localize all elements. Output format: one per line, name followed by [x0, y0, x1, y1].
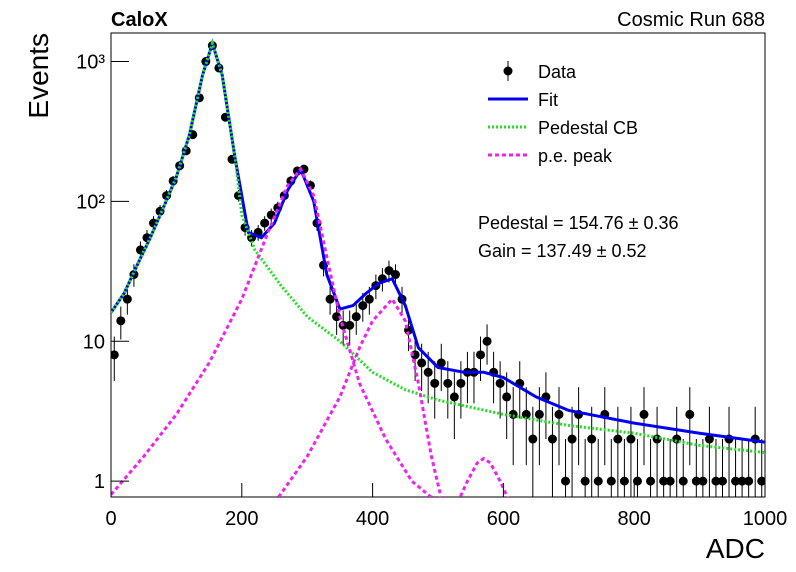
- data-point: [345, 320, 355, 330]
- data-point: [325, 294, 335, 304]
- data-point: [554, 409, 564, 419]
- y-tick-label: 1: [94, 471, 105, 493]
- data-point: [390, 270, 400, 280]
- fit-curve: [111, 38, 765, 455]
- data-point: [632, 476, 642, 486]
- data-point: [704, 434, 714, 444]
- data-point: [122, 294, 132, 304]
- data-point: [495, 378, 505, 388]
- data-point: [384, 266, 394, 276]
- data-point: [528, 434, 538, 444]
- data-point: [606, 476, 616, 486]
- plot-area: [111, 38, 765, 497]
- data-point: [436, 358, 446, 368]
- frame: [110, 32, 766, 498]
- chart-subtitle: Cosmic Run 688: [617, 9, 765, 31]
- legend-label: Pedestal CB: [538, 118, 638, 138]
- y-tick-label: 10³: [76, 52, 105, 74]
- legend-swatch: [503, 66, 513, 76]
- data-point: [678, 476, 688, 486]
- x-tick-label: 400: [356, 508, 389, 530]
- data-point: [423, 367, 433, 377]
- data-point: [639, 409, 649, 419]
- data-point: [613, 434, 623, 444]
- data-point: [417, 358, 427, 368]
- data-point: [619, 476, 629, 486]
- fit-curve: [458, 456, 509, 497]
- x-tick-label: 0: [105, 508, 116, 530]
- data-point: [332, 312, 342, 322]
- data-point: [443, 378, 453, 388]
- data-point: [685, 409, 695, 419]
- data-point: [717, 476, 727, 486]
- data-point: [502, 392, 512, 402]
- annotation: Gain = 137.49 ± 0.52: [478, 241, 647, 261]
- data-point: [626, 434, 636, 444]
- data-point: [757, 476, 765, 486]
- legend-label: Data: [538, 62, 577, 82]
- data-point: [737, 476, 747, 486]
- data-point: [476, 350, 486, 360]
- fit-curve: [111, 166, 434, 497]
- x-tick-label: 800: [618, 508, 651, 530]
- data-point: [561, 476, 571, 486]
- x-tick-label: 200: [225, 508, 258, 530]
- data-point: [711, 476, 721, 486]
- data-point: [646, 476, 656, 486]
- data-point: [593, 476, 603, 486]
- data-point: [364, 294, 374, 304]
- legend-label: Fit: [538, 90, 558, 110]
- data-point: [665, 476, 675, 486]
- data-point: [731, 476, 741, 486]
- data-point: [659, 476, 669, 486]
- data-point: [547, 434, 557, 444]
- fit-curve: [276, 296, 443, 497]
- data-point: [567, 434, 577, 444]
- y-tick-label: 10: [83, 331, 105, 353]
- x-tick-label: 1000: [743, 508, 788, 530]
- chart-title: CaloX: [111, 9, 168, 31]
- data-point: [744, 476, 754, 486]
- x-tick-label: 600: [487, 508, 520, 530]
- data-point: [482, 336, 492, 346]
- data-point: [508, 409, 518, 419]
- data-point: [580, 476, 590, 486]
- x-axis-label: ADC: [706, 533, 765, 564]
- annotation: Pedestal = 154.76 ± 0.36: [478, 213, 679, 233]
- data-point: [449, 392, 459, 402]
- data-point: [587, 434, 597, 444]
- data-point: [534, 409, 544, 419]
- data-point: [698, 476, 708, 486]
- y-tick-label: 10²: [76, 191, 105, 213]
- data-point: [691, 476, 701, 486]
- data-point: [116, 316, 126, 326]
- data-point: [456, 378, 466, 388]
- data-point: [111, 350, 119, 360]
- y-axis-label: Events: [23, 33, 54, 119]
- data-point: [521, 409, 531, 419]
- data-point: [260, 218, 270, 228]
- data-point: [430, 378, 440, 388]
- legend-label: p.e. peak: [538, 146, 613, 166]
- data-point: [358, 301, 368, 311]
- data-point: [351, 312, 361, 322]
